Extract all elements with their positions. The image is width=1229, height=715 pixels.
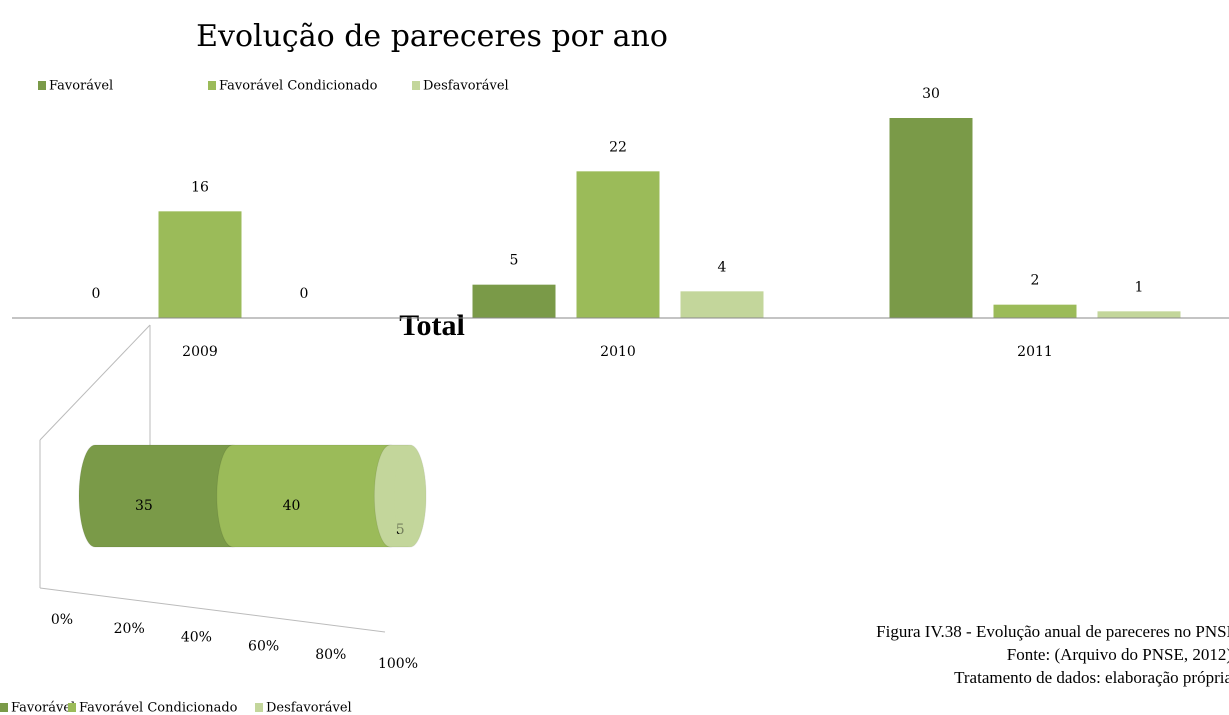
bar [472, 284, 556, 318]
bar [576, 171, 660, 318]
value-label: 4 [718, 259, 727, 275]
x-tick-label: 2010 [600, 344, 636, 360]
frame [39, 324, 151, 441]
bar [1097, 311, 1181, 318]
value-label: 5 [510, 253, 519, 269]
x-tick-label: 100% [378, 656, 418, 672]
value-label: 1 [1135, 279, 1144, 295]
legend-label: Favorável [11, 701, 75, 715]
caption: Tratamento de dados: elaboração própria [954, 668, 1229, 687]
value-label: 16 [191, 179, 209, 195]
x-tick-label: 20% [114, 621, 145, 637]
legend-label: Favorável Condicionado [219, 79, 378, 94]
x-tick-label: 2009 [182, 344, 218, 360]
legend-swatch [208, 81, 216, 90]
chart-title: Evolução de pareceres por ano [196, 19, 668, 54]
x-tick-label: 0% [51, 612, 73, 628]
caption: Figura IV.38 - Evolução anual de parecer… [876, 622, 1229, 641]
legend-label: Favorável Condicionado [79, 701, 238, 715]
legend-swatch [0, 703, 8, 712]
value-label: 40 [283, 498, 301, 514]
legend-label: Desfavorável [423, 79, 509, 94]
value-label: 35 [135, 498, 153, 514]
x-tick-label: 2011 [1017, 344, 1053, 360]
value-label: 22 [609, 139, 627, 155]
bar [680, 291, 764, 318]
legend-label: Favorável [49, 79, 113, 94]
value-label: 0 [92, 286, 101, 302]
value-label: 2 [1031, 273, 1040, 289]
bar [158, 211, 242, 318]
bar [889, 118, 973, 318]
legend-swatch [412, 81, 420, 90]
x-tick-label: 60% [248, 638, 279, 654]
chart-title: Total [399, 309, 465, 342]
legend-swatch [255, 703, 263, 712]
bar [993, 304, 1077, 318]
cylinder-end [394, 445, 426, 547]
value-label: 30 [922, 86, 940, 102]
legend-swatch [38, 81, 46, 90]
caption: Fonte: (Arquivo do PNSE, 2012) [1007, 645, 1229, 664]
x-tick-label: 40% [181, 630, 212, 646]
legend-label: Desfavorável [266, 701, 352, 715]
frame [39, 587, 386, 633]
legend-swatch [68, 703, 76, 712]
value-label: 0 [300, 286, 309, 302]
x-tick-label: 80% [315, 647, 346, 663]
